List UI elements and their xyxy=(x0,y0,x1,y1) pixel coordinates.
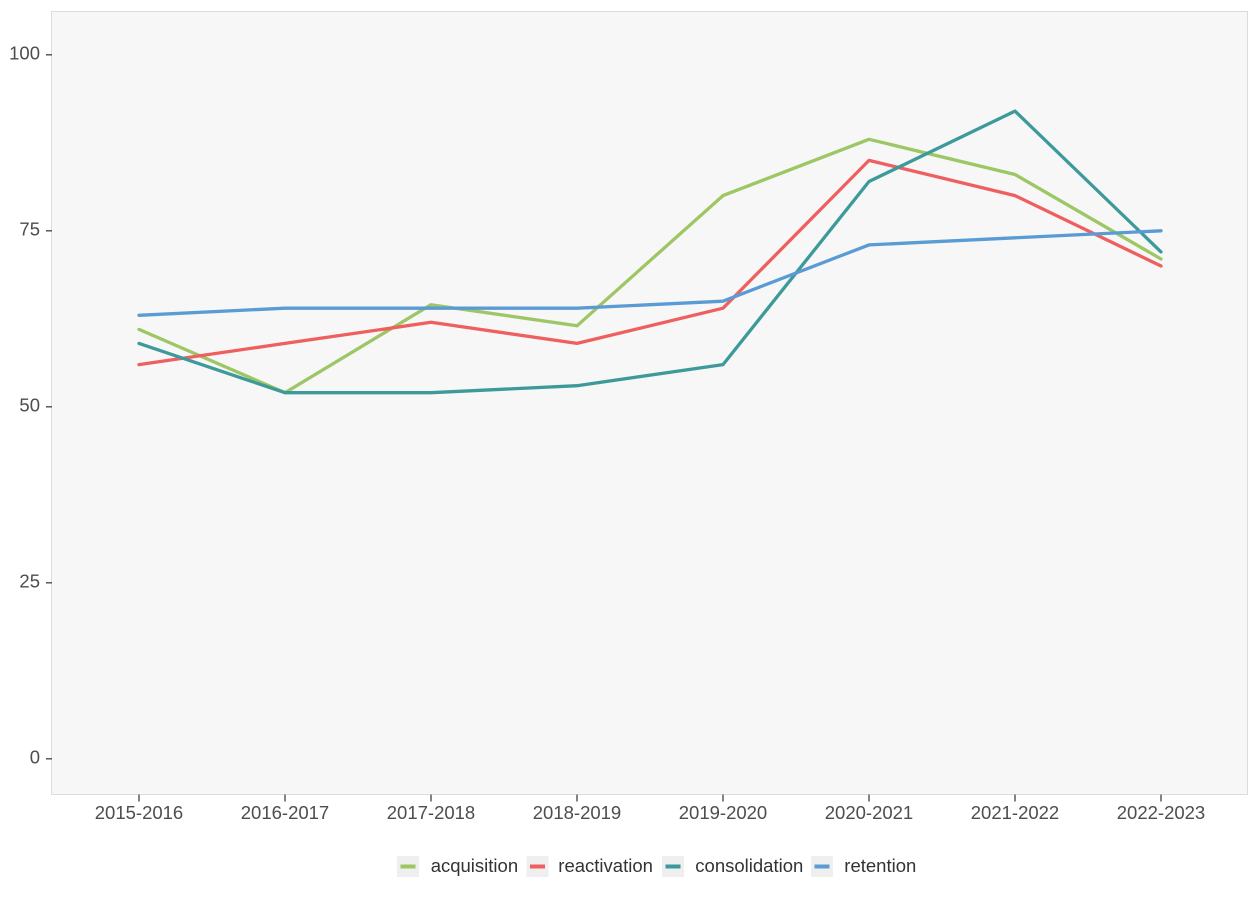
svg-text:75: 75 xyxy=(19,219,40,240)
svg-text:0: 0 xyxy=(30,747,40,768)
svg-text:25: 25 xyxy=(19,571,40,592)
svg-text:100: 100 xyxy=(9,43,40,64)
svg-text:retention: retention xyxy=(844,855,916,876)
svg-text:2015-2016: 2015-2016 xyxy=(95,802,183,823)
svg-text:2021-2022: 2021-2022 xyxy=(971,802,1059,823)
svg-text:2020-2021: 2020-2021 xyxy=(825,802,913,823)
svg-text:acquisition: acquisition xyxy=(431,855,518,876)
svg-text:2017-2018: 2017-2018 xyxy=(387,802,475,823)
svg-text:2018-2019: 2018-2019 xyxy=(533,802,621,823)
svg-text:50: 50 xyxy=(19,395,40,416)
svg-text:2016-2017: 2016-2017 xyxy=(241,802,329,823)
svg-text:2022-2023: 2022-2023 xyxy=(1117,802,1205,823)
svg-text:consolidation: consolidation xyxy=(695,855,803,876)
svg-text:reactivation: reactivation xyxy=(558,855,653,876)
svg-text:2019-2020: 2019-2020 xyxy=(679,802,767,823)
